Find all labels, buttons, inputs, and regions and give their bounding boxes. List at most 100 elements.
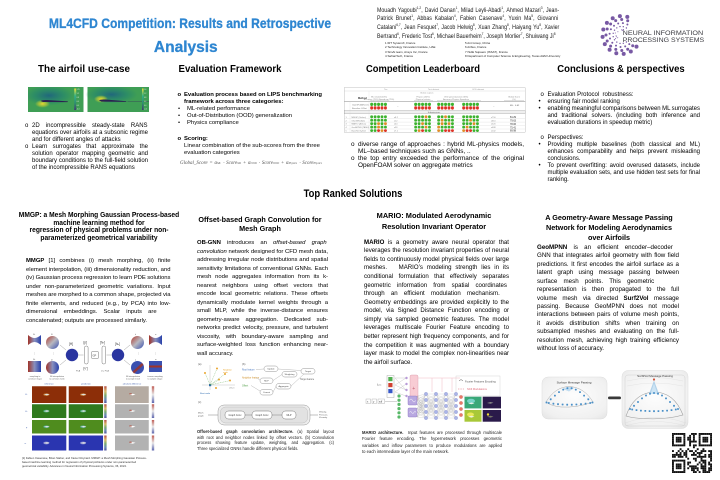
svg-text:Baseline U-Net: Baseline U-Net xyxy=(352,107,367,110)
svg-text:Ω₁: Ω₁ xyxy=(33,334,35,336)
svg-text:1: 1 xyxy=(346,116,348,118)
svg-text:NEURAL INFORMATION: NEURAL INFORMATION xyxy=(623,30,704,37)
svg-text:0.4: 0.4 xyxy=(144,101,146,103)
svg-text:inverse morphing: inverse morphing xyxy=(147,376,162,378)
svg-text:FE interpolation: FE interpolation xyxy=(126,375,140,378)
svg-text:FE interpolation: FE interpolation xyxy=(50,375,64,378)
svg-text:x8.2: x8.2 xyxy=(394,116,399,118)
svg-text:OB-GNN (Ant): OB-GNN (Ant) xyxy=(352,119,366,122)
svg-text:–: – xyxy=(397,105,399,108)
svg-text:0.0: 0.0 xyxy=(76,105,78,107)
svg-text:x12: x12 xyxy=(394,120,398,122)
svg-text:MLP: MLP xyxy=(287,414,292,417)
svg-text:(a): (a) xyxy=(198,362,201,366)
svg-text:4: 4 xyxy=(346,127,348,129)
svg-text:Neighbor feature: Neighbor feature xyxy=(242,377,260,380)
svg-text:x38: x38 xyxy=(394,127,398,129)
svg-text:to sample mesh: to sample mesh xyxy=(126,377,140,380)
svg-text:sdf: sdf xyxy=(379,401,383,404)
svg-text:absolute difference: absolute difference xyxy=(123,383,142,386)
svg-text:75.41: 75.41 xyxy=(510,126,517,129)
svg-text:ū: ū xyxy=(135,333,136,336)
svg-text:x: x xyxy=(367,401,369,404)
svg-text:Physical criteria: Physical criteria xyxy=(416,98,431,101)
svg-text:ū: ū xyxy=(135,359,136,362)
svg-text:u₁: u₁ xyxy=(155,334,157,336)
svg-text:offset: offset xyxy=(229,387,235,390)
svg-text:y: y xyxy=(373,401,375,404)
svg-text:Mesh: Mesh xyxy=(198,413,204,415)
svg-text:x44: x44 xyxy=(394,123,398,125)
svg-text:[hₕ]: [hₕ] xyxy=(115,342,120,346)
svg-text:1.2: 1.2 xyxy=(76,93,78,95)
svg-text:Offset: Offset xyxy=(242,385,248,388)
svg-text:reference: reference xyxy=(44,383,54,386)
svg-text:0.0: 0.0 xyxy=(144,105,146,107)
svg-text:69.98: 69.98 xyxy=(510,129,517,132)
svg-text:Root feature: Root feature xyxy=(242,369,255,372)
svg-text:⋮: ⋮ xyxy=(34,352,36,355)
svg-text:Viscosity: Viscosity xyxy=(319,416,328,419)
svg-text:Ω̄: Ω̄ xyxy=(51,359,53,362)
svg-text:p: p xyxy=(26,427,28,429)
svg-text:OOD generalization (30%): OOD generalization (30%) xyxy=(444,95,469,98)
svg-text:fₖₑₒₓ: fₖₑₒₓ xyxy=(377,384,381,387)
svg-text:Global Score: Global Score xyxy=(508,95,521,98)
svg-text:⋮: ⋮ xyxy=(52,352,54,355)
svg-text:ML:: ML: xyxy=(510,105,514,107)
svg-text:MMGP (Safran): MMGP (Safran) xyxy=(352,115,367,118)
svg-text:Accuracy (75%) Speed-up (25: Accuracy (75%) Speed-up (25%) xyxy=(364,98,395,101)
svg-text:Fourier Features Encoding: Fourier Features Encoding xyxy=(465,379,496,383)
svg-text:GP: GP xyxy=(93,353,97,357)
svg-text:ML related (40%): ML related (40%) xyxy=(371,95,387,98)
svg-text:uₖ: uₖ xyxy=(155,359,157,361)
svg-text:⋮: ⋮ xyxy=(155,352,157,355)
svg-text:Concat: Concat xyxy=(263,391,270,394)
svg-text:prediction: prediction xyxy=(81,383,91,386)
svg-text:[v’]: [v’] xyxy=(84,367,88,371)
svg-text:⋮: ⋮ xyxy=(137,352,139,355)
svg-text:0.4: 0.4 xyxy=(76,101,78,103)
svg-text:x488: x488 xyxy=(491,127,496,129)
svg-text:Surface Message Passing: Surface Message Passing xyxy=(557,381,592,385)
svg-text:x7.1: x7.1 xyxy=(394,130,399,132)
svg-text:Ω̄: Ω̄ xyxy=(51,333,53,336)
svg-text:78.06: 78.06 xyxy=(510,122,517,125)
svg-text:Physics (30%): Physics (30%) xyxy=(416,96,430,98)
svg-text:(%): (%) xyxy=(512,99,516,101)
svg-text:Graph Conv: Graph Conv xyxy=(256,414,270,417)
svg-text:x102: x102 xyxy=(491,130,496,132)
svg-text:-0.4: -0.4 xyxy=(76,109,79,111)
svg-text:Test dataset: Test dataset xyxy=(428,88,440,91)
svg-text:0.8: 0.8 xyxy=(144,97,146,99)
svg-text:GeoMPNN (TAMU): GeoMPNN (TAMU) xyxy=(352,126,370,129)
svg-text:morphing to: morphing to xyxy=(30,375,41,378)
svg-text:1.75: 1.75 xyxy=(76,89,79,91)
svg-text:Surf2Vol Message Passing: Surf2Vol Message Passing xyxy=(637,374,673,378)
svg-text:Pressure,: Pressure, xyxy=(319,413,328,416)
svg-text:OpenFOAM (ref.): OpenFOAM (ref.) xyxy=(352,103,369,106)
svg-text:OOD dataset: OOD dataset xyxy=(472,88,485,91)
svg-text:Update: Update xyxy=(267,368,275,371)
svg-text:Graph Conv: Graph Conv xyxy=(229,414,243,417)
svg-text:Neighbor: Neighbor xyxy=(223,369,232,372)
svg-text:[H]: [H] xyxy=(69,342,73,346)
svg-text:1.6: 1.6 xyxy=(144,89,146,91)
svg-text:inv. PCA: inv. PCA xyxy=(101,370,109,373)
svg-text:Method: Method xyxy=(358,97,367,100)
svg-text:Uₓ: Uₓ xyxy=(25,394,28,396)
svg-text:0.8: 0.8 xyxy=(76,97,78,99)
svg-text:Shift Modulations: Shift Modulations xyxy=(467,387,488,391)
svg-text:graph: graph xyxy=(198,414,204,417)
svg-text:Ωₖ: Ωₖ xyxy=(33,359,35,361)
svg-text:0.62: 0.62 xyxy=(515,105,520,107)
svg-text:Weighting: Weighting xyxy=(285,373,295,376)
svg-text:x750: x750 xyxy=(491,116,496,118)
svg-text:1.2: 1.2 xyxy=(144,93,146,95)
svg-text:Uₔ: Uₔ xyxy=(25,411,28,413)
svg-text:Submissions: Submissions xyxy=(428,111,441,113)
svg-text:Aggregate: Aggregate xyxy=(278,385,289,388)
svg-text:PCA: PCA xyxy=(76,370,81,373)
svg-text:Target feature: Target feature xyxy=(300,378,315,381)
svg-text:MARIO (Airbus): MARIO (Airbus) xyxy=(352,122,367,125)
